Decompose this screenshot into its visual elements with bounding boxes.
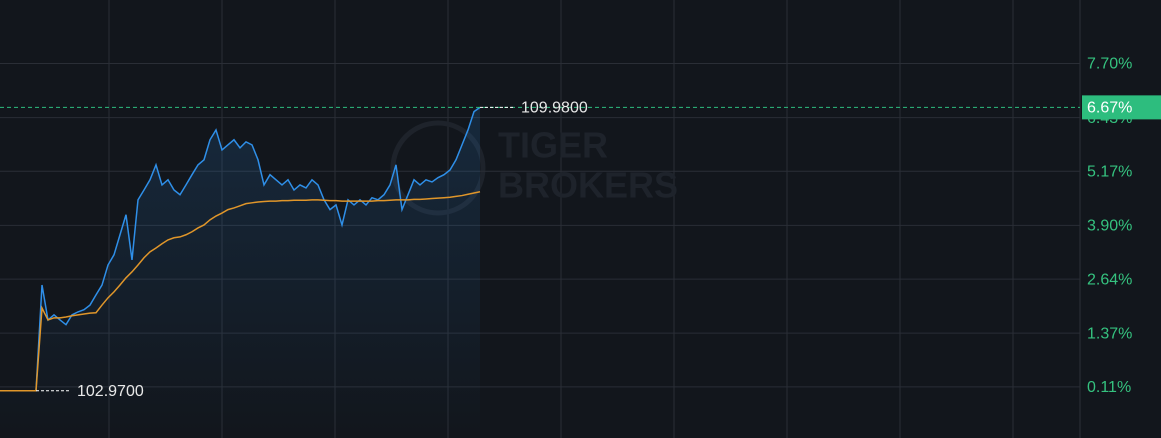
current-label: 6.67% xyxy=(1087,100,1132,117)
y-tick-label: 7.70% xyxy=(1087,56,1132,73)
y-tick-label: 2.64% xyxy=(1087,271,1132,288)
y-tick-label: 0.11% xyxy=(1087,379,1131,396)
y-tick-label: 5.17% xyxy=(1087,163,1132,180)
y-tick-label: 3.90% xyxy=(1087,218,1132,235)
annotation-label: 102.9700 xyxy=(77,383,144,400)
watermark: BROKERS xyxy=(498,165,678,206)
current-label-bg xyxy=(1082,95,1161,120)
annotation-label: 109.9800 xyxy=(521,100,588,117)
series-line xyxy=(0,106,481,392)
watermark: TIGER xyxy=(498,125,608,166)
area-fill xyxy=(0,107,480,438)
series-line xyxy=(0,190,481,392)
y-tick-label: 1.37% xyxy=(1087,325,1132,342)
